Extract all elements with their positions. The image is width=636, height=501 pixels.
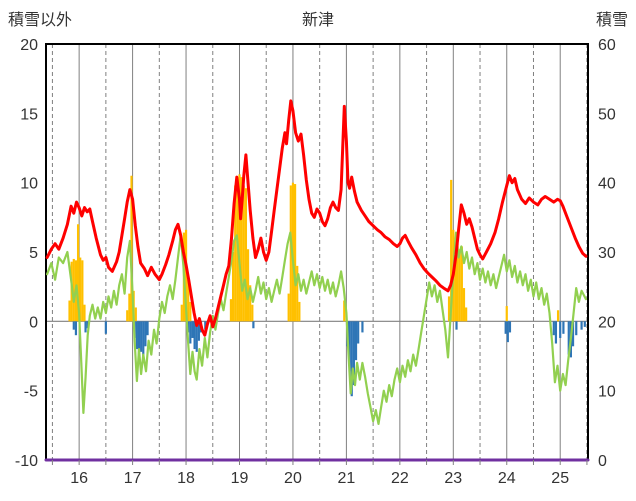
right-tick-label: 20 bbox=[598, 314, 616, 331]
right-tick-label: 10 bbox=[598, 384, 616, 401]
left-tick-label: 0 bbox=[29, 314, 38, 331]
left-tick-label: -10 bbox=[15, 453, 38, 470]
x-tick-label: 24 bbox=[498, 470, 516, 487]
left-axis-title: 積雪以外 bbox=[8, 12, 73, 29]
x-tick-label: 23 bbox=[444, 470, 462, 487]
x-tick-label: 25 bbox=[551, 470, 569, 487]
left-tick-label: 10 bbox=[20, 176, 38, 193]
left-tick-label: 20 bbox=[20, 37, 38, 54]
right-tick-label: 40 bbox=[598, 176, 616, 193]
left-tick-label: 5 bbox=[29, 245, 38, 262]
x-tick-label: 18 bbox=[177, 470, 195, 487]
left-tick-label: 15 bbox=[20, 106, 38, 123]
x-tick-label: 22 bbox=[391, 470, 409, 487]
right-tick-label: 60 bbox=[598, 37, 616, 54]
right-tick-label: 30 bbox=[598, 245, 616, 262]
orange-bars-series bbox=[68, 174, 560, 322]
chart-title: 新津 bbox=[301, 12, 334, 29]
blue-bars-series bbox=[72, 321, 586, 397]
red-line-series bbox=[45, 99, 588, 337]
left-axis-tick-labels: 20 15 10 5 0 -5 -10 bbox=[15, 37, 38, 470]
x-axis-ticks bbox=[51, 460, 588, 465]
right-axis-tick-labels: 60 50 40 30 20 10 0 bbox=[598, 37, 616, 470]
x-tick-label: 16 bbox=[70, 470, 88, 487]
green-line-series bbox=[45, 231, 588, 425]
x-tick-label: 20 bbox=[284, 470, 302, 487]
x-tick-label: 19 bbox=[231, 470, 249, 487]
right-axis-title: 積雪 bbox=[595, 12, 628, 29]
x-axis-tick-labels: 16 17 18 19 20 21 22 23 24 25 bbox=[70, 470, 569, 487]
right-tick-label: 50 bbox=[598, 106, 616, 123]
x-tick-label: 21 bbox=[337, 470, 355, 487]
right-tick-label: 0 bbox=[598, 453, 607, 470]
left-tick-label: -5 bbox=[24, 384, 38, 401]
x-tick-label: 17 bbox=[124, 470, 142, 487]
